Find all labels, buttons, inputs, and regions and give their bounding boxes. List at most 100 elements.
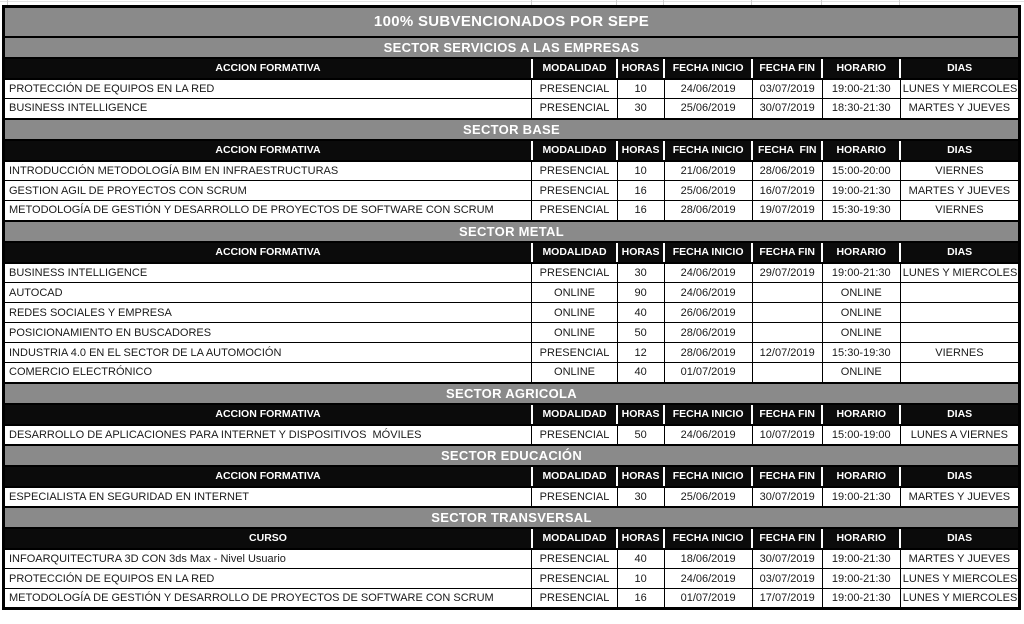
- column-header-accion-formativa: ACCION FORMATIVA: [2, 56, 533, 80]
- column-header-horas: HORAS: [616, 56, 665, 80]
- cell-fecha-inicio: 24/06/2019: [663, 568, 753, 589]
- cell-horario: 15:00-19:00: [821, 424, 901, 445]
- column-header-fecha-fin: FECHA FIN: [751, 526, 823, 550]
- column-header-modalidad: MODALIDAD: [530, 138, 618, 162]
- column-header-row: ACCION FORMATIVA MODALIDAD HORAS FECHA INIC…: [2, 402, 1021, 426]
- course-row: BUSINESS INTELLIGENCE PRESENCIAL 30 25/06/2…: [2, 98, 1021, 119]
- course-row: GESTION AGIL DE PROYECTOS CON SCRUM PRESE…: [2, 180, 1021, 201]
- cell-accion: METODOLOGÍA DE GESTIÓN Y DESARROLLO DE P…: [2, 588, 533, 609]
- section-band-row: SECTOR TRANSVERSAL: [2, 505, 1021, 529]
- cell-accion: AUTOCAD: [2, 282, 533, 303]
- course-row: DESARROLLO DE APLICACIONES PARA INTERNET…: [2, 424, 1021, 445]
- cell-dias: LUNES Y MIERCOLES: [899, 568, 1021, 589]
- cell-fecha-inicio: 25/06/2019: [663, 98, 753, 119]
- cell-modalidad: PRESENCIAL: [531, 342, 618, 363]
- cell-fecha-inicio: 18/06/2019: [663, 548, 753, 569]
- column-header-horario: HORARIO: [821, 464, 901, 488]
- column-header-accion-formativa: ACCION FORMATIVA: [2, 240, 533, 264]
- cell-fecha-fin: 29/07/2019: [751, 262, 823, 283]
- grid-line: [616, 0, 617, 5]
- cell-horario: 18:30-21:30: [821, 98, 901, 119]
- column-header-row: ACCION FORMATIVA MODALIDAD HORAS FECHA INIC…: [2, 138, 1021, 162]
- cell-dias: LUNES Y MIERCOLES: [899, 588, 1021, 609]
- cell-horas: 30: [616, 262, 665, 283]
- cell-accion: REDES SOCIALES Y EMPRESA: [2, 302, 533, 323]
- cell-horario: 19:00-21:30: [821, 180, 901, 201]
- column-header-dias: DIAS: [899, 402, 1021, 426]
- cell-dias: VIERNES: [899, 342, 1021, 363]
- section-title-sector-base: SECTOR BASE: [2, 117, 1021, 141]
- cell-accion: PROTECCIÓN DE EQUIPOS EN LA RED: [2, 568, 533, 589]
- column-header-horas: HORAS: [616, 526, 665, 550]
- cell-modalidad: ONLINE: [531, 322, 618, 343]
- column-header-horario: HORARIO: [821, 138, 901, 162]
- cell-fecha-fin: [751, 322, 823, 343]
- column-header-fecha-inicio: FECHA INICIO: [663, 138, 753, 162]
- cell-dias: MARTES Y JUEVES: [899, 180, 1021, 201]
- section-title-sector-agricola: SECTOR AGRICOLA: [2, 381, 1021, 405]
- column-header-fecha-fin: FECHA FIN: [751, 464, 823, 488]
- cell-fecha-fin: [751, 282, 823, 303]
- cell-horario: 19:00-21:30: [821, 262, 901, 283]
- cell-fecha-fin: 30/07/2019: [751, 548, 823, 569]
- column-header-modalidad: MODALIDAD: [530, 240, 618, 264]
- column-header-horas: HORAS: [616, 240, 665, 264]
- cell-accion: GESTION AGIL DE PROYECTOS CON SCRUM: [2, 180, 533, 201]
- cell-horario: ONLINE: [821, 302, 901, 323]
- cell-fecha-fin: 28/06/2019: [751, 160, 823, 181]
- cell-accion: COMERCIO ELECTRÓNICO: [2, 362, 533, 383]
- cell-fecha-fin: [751, 362, 823, 383]
- cell-modalidad: ONLINE: [531, 362, 618, 383]
- cell-dias: MARTES Y JUEVES: [899, 486, 1021, 507]
- cell-fecha-inicio: 24/06/2019: [663, 424, 753, 445]
- grid-line: [0, 1, 1024, 2]
- cell-accion: INDUSTRIA 4.0 EN EL SECTOR DE LA AUTOMOC…: [2, 342, 533, 363]
- cell-accion: METODOLOGÍA DE GESTIÓN Y DESARROLLO DE P…: [2, 200, 533, 221]
- cell-fecha-fin: 03/07/2019: [751, 78, 823, 99]
- column-header-modalidad: MODALIDAD: [530, 402, 618, 426]
- column-header-fecha-inicio: FECHA INICIO: [663, 240, 753, 264]
- grid-line: [7, 0, 8, 5]
- page-title: 100% SUBVENCIONADOS POR SEPE: [2, 5, 1021, 38]
- section-band-row: SECTOR SERVICIOS A LAS EMPRESAS: [2, 35, 1021, 59]
- cell-horas: 30: [616, 486, 665, 507]
- cell-accion: DESARROLLO DE APLICACIONES PARA INTERNET…: [2, 424, 533, 445]
- cell-horas: 10: [616, 78, 665, 99]
- cell-horario: 15:30-19:30: [821, 342, 901, 363]
- cell-horas: 50: [616, 424, 665, 445]
- cell-fecha-inicio: 24/06/2019: [663, 282, 753, 303]
- cell-fecha-inicio: 01/07/2019: [663, 588, 753, 609]
- cell-horas: 16: [616, 588, 665, 609]
- column-header-horas: HORAS: [616, 138, 665, 162]
- cell-fecha-fin: 16/07/2019: [751, 180, 823, 201]
- column-header-dias: DIAS: [899, 56, 1021, 80]
- cell-dias: [899, 282, 1021, 303]
- course-row: PROTECCIÓN DE EQUIPOS EN LA RED PRESENCIA…: [2, 568, 1021, 589]
- cell-fecha-fin: 03/07/2019: [751, 568, 823, 589]
- column-header-dias: DIAS: [899, 464, 1021, 488]
- column-header-dias: DIAS: [899, 240, 1021, 264]
- column-header-accion-formativa: ACCION FORMATIVA: [2, 138, 533, 162]
- cell-modalidad: PRESENCIAL: [531, 160, 618, 181]
- cell-horas: 16: [616, 200, 665, 221]
- cell-modalidad: PRESENCIAL: [531, 548, 618, 569]
- cell-dias: VIERNES: [899, 200, 1021, 221]
- column-header-horario: HORARIO: [821, 526, 901, 550]
- column-header-row: ACCION FORMATIVA MODALIDAD HORAS FECHA INIC…: [2, 464, 1021, 488]
- column-header-horas: HORAS: [616, 464, 665, 488]
- cell-horas: 40: [616, 548, 665, 569]
- cell-horas: 12: [616, 342, 665, 363]
- cell-modalidad: PRESENCIAL: [531, 262, 618, 283]
- cell-horas: 90: [616, 282, 665, 303]
- cell-modalidad: PRESENCIAL: [531, 424, 618, 445]
- grid-line: [899, 0, 900, 5]
- course-row: COMERCIO ELECTRÓNICO ONLINE 40 01/07/2019 ON…: [2, 362, 1021, 383]
- cell-accion: POSICIONAMIENTO EN BUSCADORES: [2, 322, 533, 343]
- cell-horario: 19:00-21:30: [821, 486, 901, 507]
- cell-dias: LUNES Y MIERCOLES: [899, 262, 1021, 283]
- cell-accion: ESPECIALISTA EN SEGURIDAD EN INTERNET: [2, 486, 533, 507]
- column-header-fecha-fin: FECHA FIN: [751, 240, 823, 264]
- cell-modalidad: PRESENCIAL: [531, 200, 618, 221]
- column-header-fecha-fin: FECHA FIN: [751, 138, 823, 162]
- cell-dias: [899, 322, 1021, 343]
